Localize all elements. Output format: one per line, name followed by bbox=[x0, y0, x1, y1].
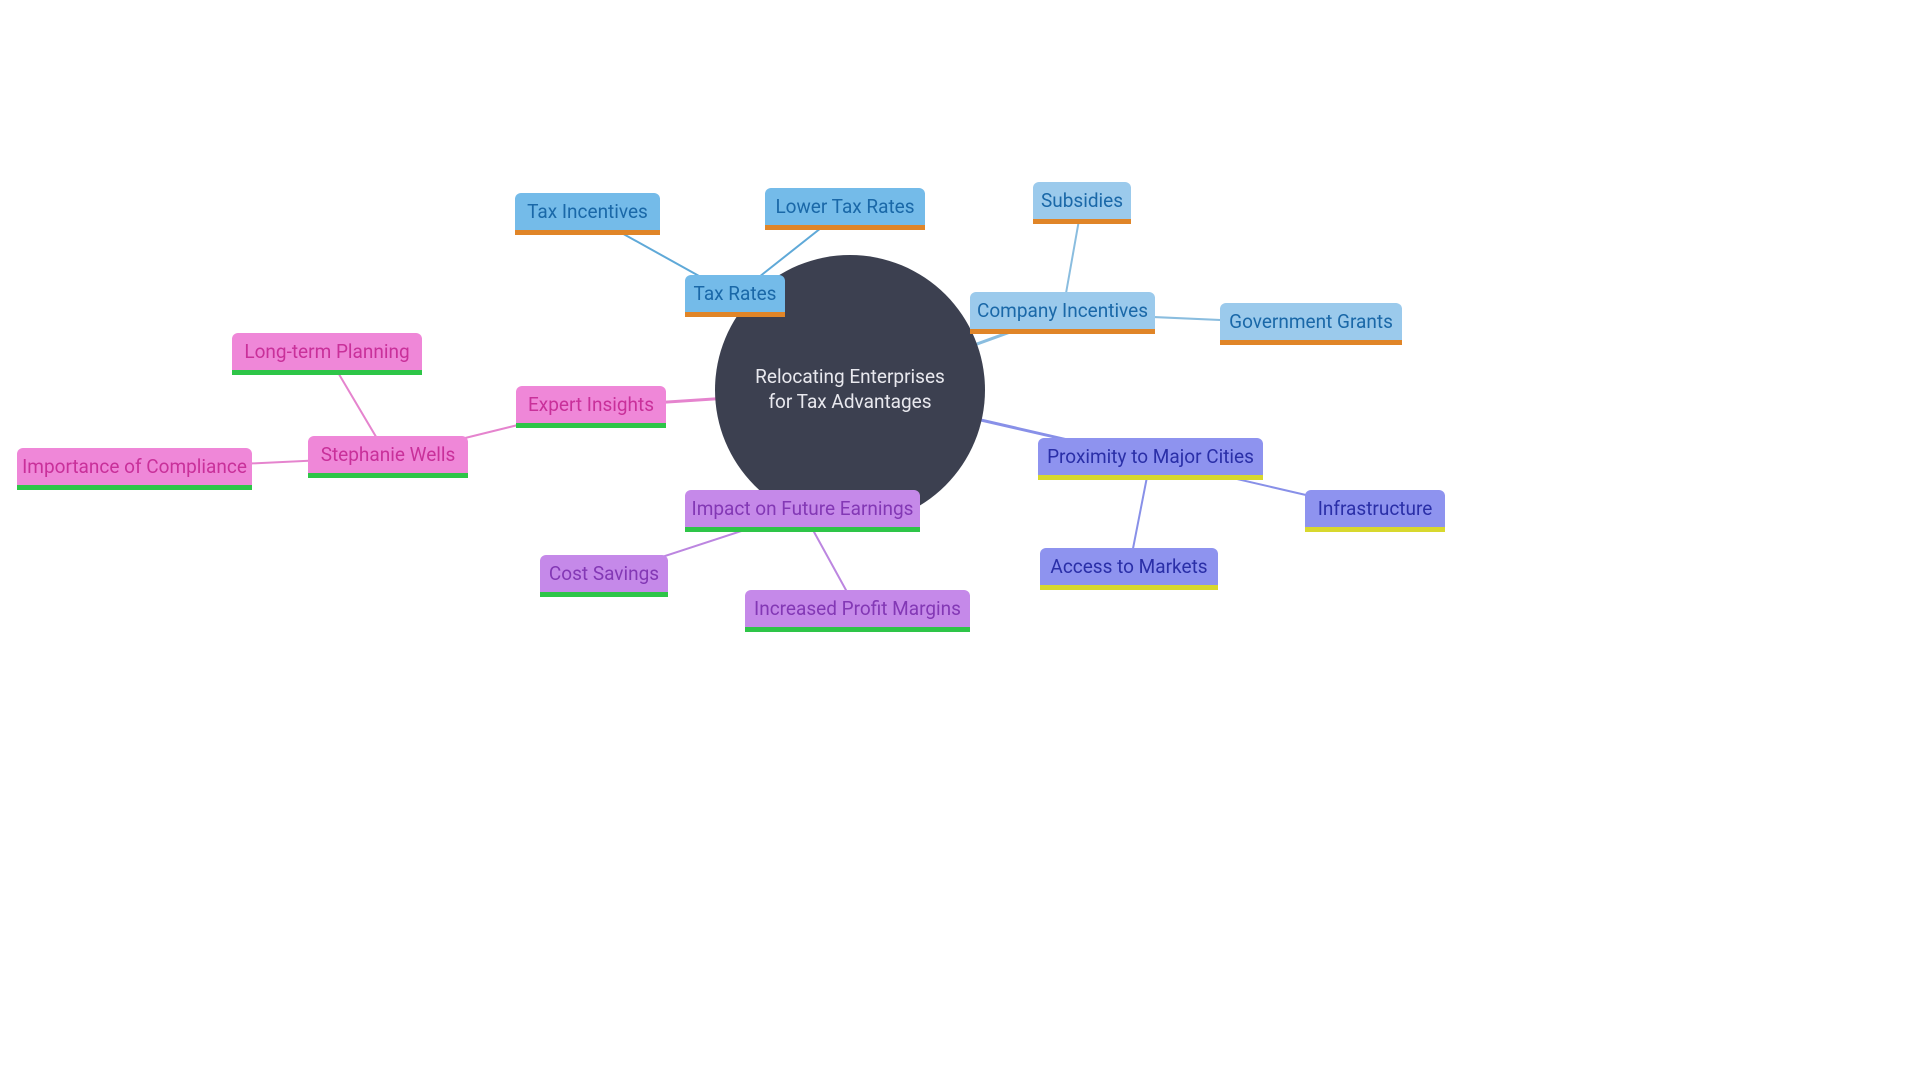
node-impact-earnings: Impact on Future Earnings bbox=[685, 490, 920, 532]
node-label: Expert Insights bbox=[528, 393, 654, 416]
node-label: Importance of Compliance bbox=[22, 455, 247, 478]
node-label: Company Incentives bbox=[977, 299, 1148, 322]
node-label: Long-term Planning bbox=[244, 340, 409, 363]
node-label: Impact on Future Earnings bbox=[692, 497, 914, 520]
node-tax-incentives: Tax Incentives bbox=[515, 193, 660, 235]
node-label: Tax Incentives bbox=[527, 200, 648, 223]
center-label: Relocating Enterprises for Tax Advantage… bbox=[745, 365, 955, 414]
node-long-term: Long-term Planning bbox=[232, 333, 422, 375]
node-label: Cost Savings bbox=[549, 562, 659, 585]
node-proximity: Proximity to Major Cities bbox=[1038, 438, 1263, 480]
node-tax-rates: Tax Rates bbox=[685, 275, 785, 317]
node-lower-tax-rates: Lower Tax Rates bbox=[765, 188, 925, 230]
node-stephanie-wells: Stephanie Wells bbox=[308, 436, 468, 478]
node-compliance: Importance of Compliance bbox=[17, 448, 252, 490]
node-subsidies: Subsidies bbox=[1033, 182, 1131, 224]
node-expert-insights: Expert Insights bbox=[516, 386, 666, 428]
node-company-incentives: Company Incentives bbox=[970, 292, 1155, 334]
node-label: Government Grants bbox=[1229, 310, 1393, 333]
node-label: Increased Profit Margins bbox=[754, 597, 961, 620]
node-label: Stephanie Wells bbox=[321, 443, 456, 466]
node-access-markets: Access to Markets bbox=[1040, 548, 1218, 590]
node-label: Proximity to Major Cities bbox=[1047, 445, 1254, 468]
node-label: Subsidies bbox=[1041, 189, 1123, 212]
node-gov-grants: Government Grants bbox=[1220, 303, 1402, 345]
node-cost-savings: Cost Savings bbox=[540, 555, 668, 597]
node-label: Tax Rates bbox=[694, 282, 777, 305]
mindmap-canvas: Relocating Enterprises for Tax Advantage… bbox=[0, 0, 1920, 1080]
edge-layer bbox=[0, 0, 1920, 1080]
node-label: Infrastructure bbox=[1318, 497, 1433, 520]
node-infrastructure: Infrastructure bbox=[1305, 490, 1445, 532]
node-label: Access to Markets bbox=[1050, 555, 1207, 578]
node-profit-margins: Increased Profit Margins bbox=[745, 590, 970, 632]
node-label: Lower Tax Rates bbox=[775, 195, 914, 218]
